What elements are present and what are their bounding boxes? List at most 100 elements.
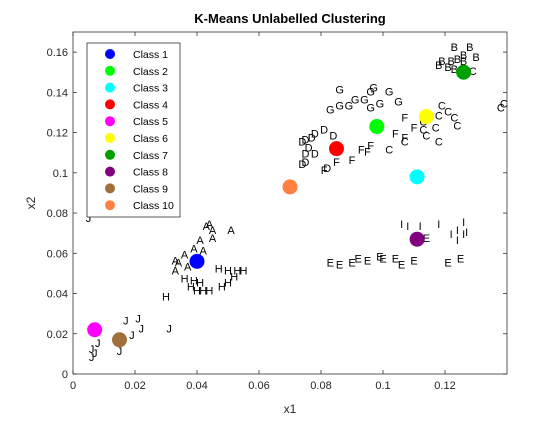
data-point-letter: E	[327, 257, 334, 269]
centroid-marker	[329, 141, 344, 157]
x-tick-label: 0.02	[124, 380, 145, 392]
data-point-letter: G	[345, 100, 354, 112]
data-point-letter: B	[472, 52, 479, 64]
data-point-letter: H	[196, 277, 204, 289]
data-point-letter: G	[326, 104, 335, 116]
data-point-letter: C	[469, 66, 477, 78]
data-point-letter: B	[460, 56, 467, 68]
data-point-letter: E	[336, 259, 343, 271]
x-tick-label: 0.1	[375, 380, 390, 392]
data-point-letter: C	[453, 121, 461, 133]
legend-entry-label: Class 10	[133, 200, 174, 212]
legend-entry-label: Class 3	[133, 83, 168, 95]
legend-swatch	[105, 149, 115, 160]
legend-entry-label: Class 2	[133, 66, 168, 78]
legend-swatch	[105, 133, 115, 143]
data-point-letter: C	[450, 113, 458, 125]
data-point-letter: D	[302, 149, 310, 161]
data-point-letter: G	[369, 82, 378, 94]
centroid-marker	[112, 332, 127, 348]
x-tick-label: 0.08	[310, 380, 331, 392]
legend-swatch	[105, 166, 115, 177]
data-point-letter: E	[392, 253, 399, 265]
data-point-letter: I	[437, 219, 440, 231]
data-point-letter: I	[462, 217, 465, 229]
centroid-marker	[369, 119, 385, 135]
data-point-letter: F	[333, 157, 340, 169]
data-point-letter: G	[366, 102, 375, 114]
legend-swatch	[105, 82, 115, 93]
data-point-letter: J	[89, 352, 95, 364]
data-point-letter: B	[454, 54, 461, 66]
data-point-letter: B	[451, 42, 458, 54]
data-point-letter: F	[321, 165, 328, 177]
data-point-letter: C	[500, 98, 508, 110]
data-point-letter: A	[206, 219, 214, 231]
legend-box	[86, 42, 181, 218]
data-point-letter: A	[175, 257, 183, 269]
data-point-letter: C	[438, 100, 446, 112]
data-point-letter: B	[435, 60, 442, 72]
data-point-letter: E	[444, 257, 451, 269]
data-point-letter: B	[466, 42, 473, 54]
x-tick-label: 0.04	[186, 380, 207, 392]
data-point-letter: I	[450, 229, 453, 241]
data-point-letter: D	[311, 149, 319, 161]
data-point-letter: H	[218, 281, 226, 293]
data-point-letter: E	[355, 253, 362, 265]
data-point-letter: E	[376, 251, 383, 263]
x-tick-label: 0	[70, 380, 76, 392]
legend-entry-label: Class 9	[133, 183, 168, 195]
data-point-letter: C	[432, 123, 440, 135]
data-point-letter: A	[227, 225, 235, 237]
data-point-letter: H	[224, 277, 232, 289]
centroid-marker	[87, 322, 103, 338]
y-tick-label: 0.08	[47, 208, 68, 220]
axes-box	[72, 31, 508, 375]
data-point-letter: A	[203, 221, 211, 233]
data-point-letter: H	[224, 265, 232, 277]
legend-entry-label: Class 5	[133, 116, 168, 128]
x-tick-label: 0.12	[434, 380, 455, 392]
centroid-marker	[409, 231, 425, 247]
y-tick-label: 0.16	[47, 47, 68, 59]
data-point-letter: B	[460, 50, 467, 62]
data-point-letter: E	[348, 257, 355, 269]
data-point-letter: G	[394, 96, 403, 108]
data-point-letter: F	[364, 147, 371, 159]
data-point-letter: A	[200, 245, 208, 257]
chart-marks: AAAAAAAAAAAAABBBBBBBBBBBCCCCCCCCCCCCCCCD…	[86, 42, 508, 364]
data-point-letter: E	[457, 253, 464, 265]
data-point-letter: D	[298, 159, 306, 171]
centroid-marker	[409, 169, 425, 185]
data-point-letter: F	[401, 133, 408, 145]
data-point-letter: G	[335, 84, 344, 96]
data-point-letter: E	[398, 259, 405, 271]
data-point-letter: H	[187, 281, 195, 293]
data-point-letter: F	[392, 129, 399, 141]
data-point-letter: D	[311, 129, 319, 141]
data-point-letter: E	[364, 255, 371, 267]
data-point-letter: H	[205, 286, 213, 298]
data-point-letter: H	[240, 265, 248, 277]
data-point-letter: G	[366, 86, 375, 98]
y-tick-label: 0.14	[47, 87, 68, 99]
data-point-letter: E	[410, 255, 417, 267]
data-point-letter: F	[411, 123, 418, 135]
legend-entry-label: Class 8	[133, 167, 168, 179]
data-point-letter: C	[435, 137, 443, 149]
data-point-letter: A	[196, 235, 204, 247]
data-point-letter: H	[181, 273, 189, 285]
data-point-letter: I	[462, 229, 465, 241]
legend-entry-label: Class 7	[133, 150, 168, 162]
data-point-letter: J	[89, 344, 95, 356]
data-point-letter: F	[349, 155, 356, 167]
data-point-letter: E	[379, 253, 386, 265]
x-axis-label: x1	[284, 402, 297, 416]
data-point-letter: A	[209, 233, 217, 245]
legend-swatch	[105, 49, 115, 59]
data-point-letter: C	[419, 125, 427, 137]
data-point-letter: D	[308, 133, 316, 145]
